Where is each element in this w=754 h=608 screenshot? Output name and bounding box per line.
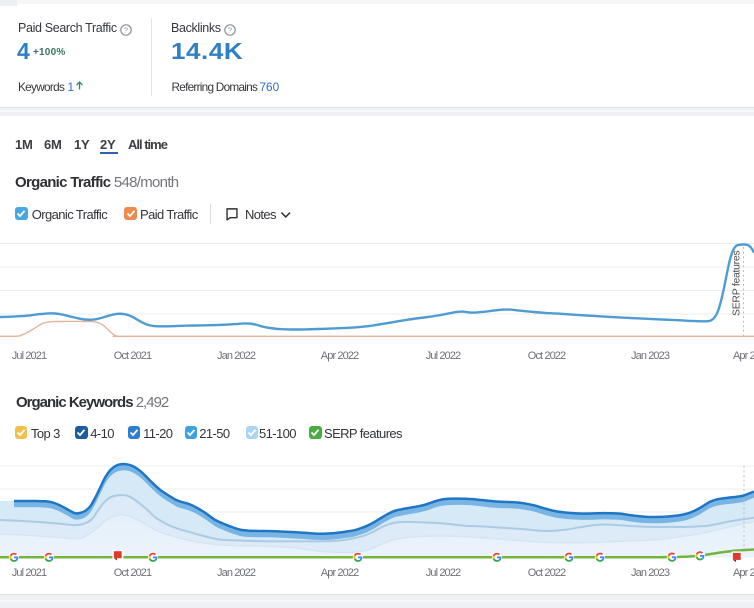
- svg-text:SERP features: SERP features: [731, 251, 743, 316]
- svg-text:?: ?: [228, 26, 232, 35]
- svg-text:?: ?: [124, 26, 128, 35]
